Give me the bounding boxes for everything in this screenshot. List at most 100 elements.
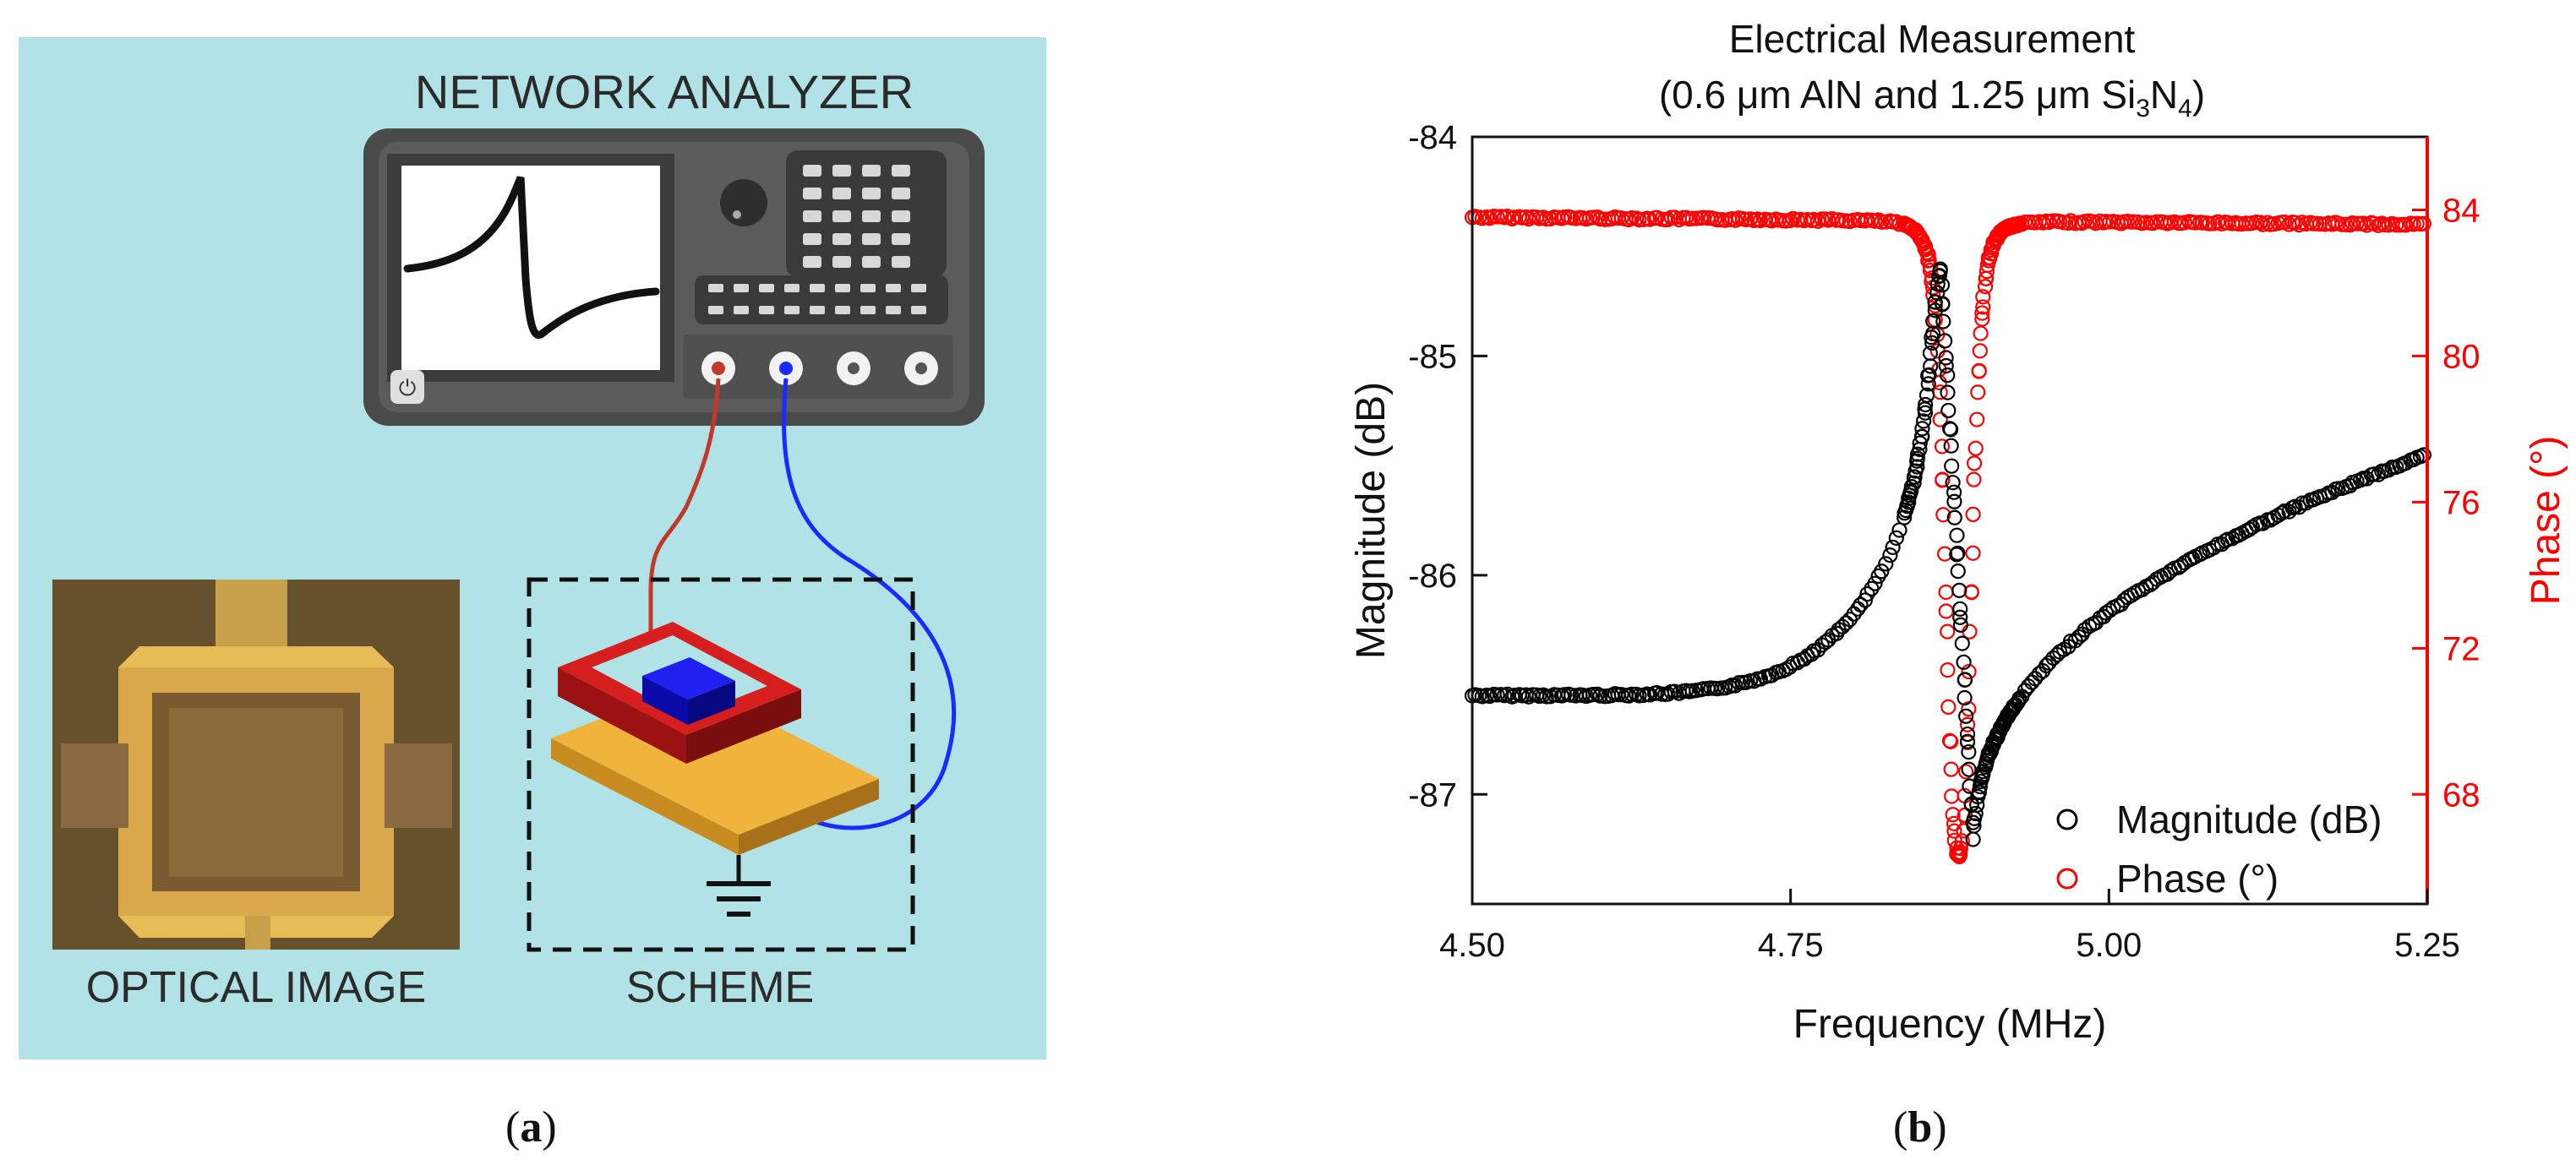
phase-point: [1938, 584, 1954, 601]
magnitude-point: [1882, 547, 1898, 564]
magnitude-point: [1914, 421, 1930, 437]
magnitude-point: [2206, 540, 2222, 556]
magnitude-point: [1727, 678, 1744, 694]
network-analyzer-device: ⏻: [363, 128, 985, 426]
x-axis-label: Frequency (MHz): [1793, 1002, 2107, 1047]
legend-marker-phase: [2056, 868, 2078, 890]
magnitude-point: [2062, 633, 2079, 650]
phase-point: [1934, 438, 1951, 455]
magnitude-point: [1906, 475, 1922, 491]
magnitude-point: [1585, 687, 1602, 703]
phase-point: [1946, 815, 1962, 831]
magnitude-point: [1918, 396, 1934, 413]
phase-point: [1945, 807, 1961, 823]
phase-point: [1592, 210, 1608, 227]
magnitude-point: [2011, 690, 2028, 706]
x-tick-label: 4.75: [1758, 927, 1824, 964]
magnitude-point: [1950, 545, 1966, 561]
phase-point: [1961, 663, 1977, 680]
phase-point: [1966, 455, 1983, 471]
magnitude-point: [1909, 453, 1925, 469]
magnitude-point: [1940, 402, 1957, 419]
magnitude-point: [2134, 581, 2150, 597]
legend-label-magnitude: Magnitude (dB): [2116, 798, 2382, 841]
magnitude-point: [1949, 527, 1965, 543]
magnitude-point: [2262, 512, 2279, 528]
phase-point: [1975, 299, 1991, 315]
magnitude-point: [1959, 733, 1976, 749]
phase-point: [1969, 411, 1985, 427]
phase-point: [1920, 247, 1936, 263]
magnitude-point: [1888, 530, 1904, 546]
phase-point: [1538, 210, 1554, 227]
y-left-tick-label: -86: [1408, 558, 1457, 595]
magnitude-point: [1913, 428, 1930, 444]
magnitude-point: [1927, 294, 1943, 310]
magnitude-point: [1961, 743, 1977, 760]
magnitude-point: [2027, 671, 2044, 687]
y-right-tick-label: 76: [2442, 484, 2480, 521]
phase-point: [1943, 761, 1959, 777]
analyzer-knob[interactable]: [720, 179, 767, 226]
phase-point: [2415, 215, 2431, 231]
magnitude-point: [1874, 564, 1890, 580]
panel-b-label: (b): [1893, 1103, 1947, 1152]
phase-point: [1967, 440, 1984, 456]
y-left-tick-label: -87: [1408, 776, 1457, 814]
chart-subtitle: (0.6 μm AlN and 1.25 μm Si3N4): [1659, 73, 2205, 122]
phase-point: [1585, 210, 1602, 226]
magnitude-point: [1592, 688, 1608, 704]
magnitude-point: [1951, 582, 1967, 598]
magnitude-point: [2126, 585, 2142, 602]
phase-point: [1954, 833, 1970, 849]
magnitude-point: [1917, 405, 1934, 421]
magnitude-point: [1923, 358, 1939, 374]
chart-legend: Magnitude (dB) Phase (°): [2056, 798, 2382, 901]
magnitude-point: [1935, 297, 1951, 313]
phase-point: [2312, 215, 2328, 232]
electrical-measurement-chart: Electrical Measurement (0.6 μm AlN and 1…: [1349, 17, 2568, 1047]
network-analyzer-title: NETWORK ANALYZER: [415, 65, 914, 118]
magnitude-point: [1946, 493, 1962, 509]
resonator-scheme: [551, 622, 879, 917]
resonance-curve-glyph: [403, 176, 660, 339]
analyzer-ports[interactable]: [701, 351, 938, 385]
red-cable: [648, 378, 721, 642]
magnitude-point: [1959, 726, 1976, 743]
magnitude-point: [1878, 556, 1894, 572]
magnitude-point: [2415, 447, 2431, 463]
magnitude-point: [1564, 687, 1580, 703]
phase-point: [1689, 210, 1705, 226]
magnitude-point: [1954, 635, 1970, 651]
magnitude-point: [1624, 686, 1640, 702]
panel-a-illustration: NETWORK ANALYZER: [19, 37, 1046, 1059]
phase-point: [2011, 215, 2028, 231]
phase-point: [1710, 212, 1726, 228]
phase-point: [2010, 217, 2026, 233]
phase-point: [1958, 764, 1974, 780]
magnitude-point: [1944, 458, 1960, 474]
phase-point: [1941, 732, 1958, 749]
magnitude-point: [1912, 435, 1928, 451]
magnitude-point: [2277, 503, 2293, 520]
phase-point: [2259, 215, 2276, 231]
magnitude-point: [1946, 509, 1962, 525]
legend-label-phase: Phase (°): [2116, 857, 2279, 901]
function-keys[interactable]: [708, 284, 926, 314]
magnitude-point: [1938, 350, 1954, 366]
keypad-keys[interactable]: [803, 165, 910, 268]
magnitude-point: [1853, 596, 1869, 612]
magnitude-point: [1925, 313, 1941, 329]
magnitude-point: [1901, 494, 1917, 510]
magnitude-point: [1945, 475, 1961, 491]
power-button[interactable]: [390, 370, 424, 404]
phase-point: [1918, 244, 1935, 261]
phase-point: [1974, 305, 1990, 321]
magnitude-point: [1920, 376, 1936, 392]
phase-point: [1966, 471, 1982, 487]
magnitude-point: [1934, 277, 1951, 293]
magnitude-point: [1867, 575, 1883, 591]
y-right-tick-label: 68: [2442, 776, 2480, 814]
magnitude-point: [1946, 484, 1962, 500]
magnitude-point: [1506, 687, 1522, 704]
